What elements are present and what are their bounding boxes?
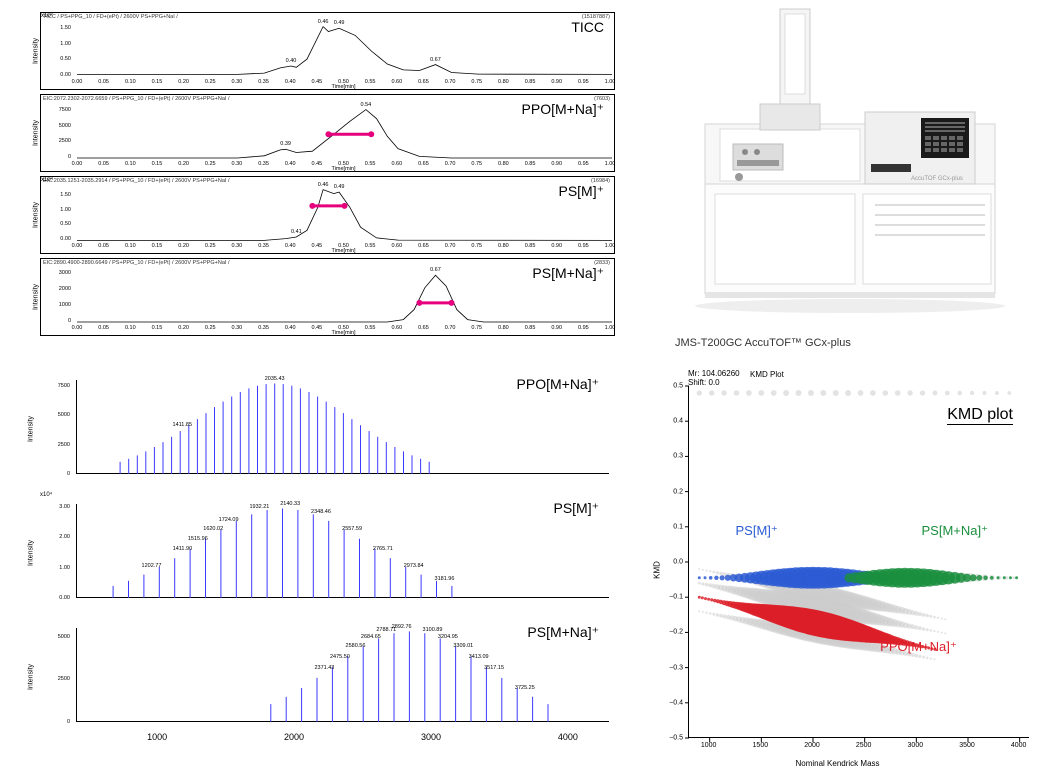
ms-plotarea: 2371.432475.502580.562684.652788.712892.…: [76, 628, 609, 722]
peak-label: 0.54: [361, 102, 372, 108]
chrom-header: TICC / PS+PPG_10 / FD+(ePt) / 2600V PS+P…: [43, 14, 178, 20]
ms-plotarea: 1411.852035.43: [76, 380, 609, 474]
chrom-ylabel: Intensity: [33, 284, 40, 310]
ms-peak-label: 2140.33: [280, 501, 300, 507]
kmd-mr-value: Mr: 104.06260: [688, 369, 740, 378]
chrom-xticks: 0.000.050.100.150.200.250.300.350.400.45…: [77, 159, 610, 171]
ms-ylabel: Intensity: [28, 540, 35, 566]
ms-peak-label: 2557.59: [342, 526, 362, 532]
ms-peak-label: 3204.95: [438, 634, 458, 640]
kmd-series-label: PS[M+Na]⁺: [922, 523, 988, 539]
peak-label: 0.67: [430, 267, 441, 273]
ms-peak-label: 2035.43: [265, 376, 285, 382]
ms-peak-label: 1202.77: [142, 563, 162, 569]
peak-label: 0.46: [318, 19, 329, 25]
chrom-ps-mna: EIC:2890.4900-2890.6649 / PS+PPG_10 / FD…: [40, 258, 615, 336]
ms-ps-mna: PS[M+Na]⁺Intensity2371.432475.502580.562…: [40, 618, 615, 736]
ms-peak-label: 2973.84: [404, 563, 424, 569]
instrument-panel: AccuTOF GCx-plus JMS-T200GC AccuTOF™ GCx…: [675, 4, 1025, 349]
ms-peak-label: 2371.43: [314, 665, 334, 671]
ms-peak-label: 2348.46: [311, 509, 331, 515]
ms-yticks: 0.001.002.003.00: [40, 504, 74, 598]
kmd-subtitle: KMD Plot: [750, 370, 784, 379]
ms-peak-label: 1932.21: [249, 504, 269, 510]
kmd-series-label: PPO[M+Na]⁺: [880, 639, 957, 655]
kmd-yticks: 0.50.40.30.20.10.0−0.1−0.2−0.3−0.4−0.5: [664, 386, 686, 738]
ms-yscale: x10⁴: [40, 492, 52, 498]
chrom-ylabel: Intensity: [33, 202, 40, 228]
ms-peak-label: 3181.96: [435, 576, 455, 582]
chrom-plotarea: 0.410.460.49: [77, 189, 610, 239]
ms-ppo-mna: PPO[M+Na]⁺Intensity1411.852035.430250050…: [40, 370, 615, 488]
ms-peak-label: 3413.09: [469, 654, 489, 660]
kmd-panel: Mr: 104.06260 Shift: 0.0 KMD Plot KMD pl…: [640, 370, 1035, 770]
peak-label: 0.46: [318, 182, 329, 188]
chrom-yticks: 0100020003000: [41, 271, 75, 321]
svg-text:AccuTOF GCx-plus: AccuTOF GCx-plus: [911, 176, 963, 182]
chrom-ps-m: EIC:2035.1251-2035.2914 / PS+PPG_10 / FD…: [40, 176, 615, 254]
ms-peak-label: 3517.15: [484, 665, 504, 671]
chrom-ylabel: Intensity: [33, 38, 40, 64]
ms-peak-label: 2475.50: [330, 654, 350, 660]
ms-peak-label: 1515.96: [188, 536, 208, 542]
kmd-series-label: PS[M]⁺: [736, 523, 778, 539]
peak-label: 0.67: [430, 57, 441, 63]
chrom-plotarea: 0.400.460.490.67: [77, 25, 610, 75]
mass-spectrum-stack: PPO[M+Na]⁺Intensity1411.852035.430250050…: [40, 370, 615, 742]
ms-peak-label: 2892.76: [392, 624, 412, 630]
chrom-yscale: x10⁷: [41, 13, 53, 19]
chrom-xticks: 0.000.050.100.150.200.250.300.350.400.45…: [77, 323, 610, 335]
chrom-xticks: 0.000.050.100.150.200.250.300.350.400.45…: [77, 241, 610, 253]
instrument-caption: JMS-T200GC AccuTOF™ GCx-plus: [675, 337, 851, 349]
ms-ylabel: Intensity: [28, 664, 35, 690]
ms-ylabel: Intensity: [28, 416, 35, 442]
chrom-ticc: TICC / PS+PPG_10 / FD+(ePt) / 2600V PS+P…: [40, 12, 615, 90]
peak-label: 0.41: [291, 229, 302, 235]
ms-yticks: 0250050007500: [40, 380, 74, 474]
chrom-yticks: 0.000.501.001.50: [41, 189, 75, 239]
kmd-mr-label: Mr: 104.06260 Shift: 0.0: [688, 370, 740, 388]
chrom-ppo-mna: EIC:2072.2302-2072.6659 / PS+PPG_10 / FD…: [40, 94, 615, 172]
chrom-xticks: 0.000.050.100.150.200.250.300.350.400.45…: [77, 77, 610, 89]
ms-peak-label: 2765.71: [373, 546, 393, 552]
ms-peak-label: 2580.56: [346, 643, 366, 649]
peak-label: 0.39: [280, 141, 291, 147]
kmd-xticks: 1000150020002500300035004000: [688, 740, 1029, 752]
ms-peak-label: 1411.90: [173, 546, 192, 552]
ms-peak-label: 1620.02: [203, 526, 223, 532]
chrom-header: EIC:2890.4900-2890.6649 / PS+PPG_10 / FD…: [43, 260, 230, 266]
chrom-ylabel: Intensity: [33, 120, 40, 146]
ms-peak-label: 3309.01: [453, 643, 473, 649]
chrom-yticks: 0.000.501.001.50: [41, 25, 75, 75]
peak-label: 0.40: [286, 58, 297, 64]
chrom-header: EIC:2072.2302-2072.6659 / PS+PPG_10 / FD…: [43, 96, 230, 102]
kmd-xlabel: Nominal Kendrick Mass: [795, 759, 879, 768]
peak-label: 0.49: [334, 184, 345, 190]
instrument-illustration: AccuTOF GCx-plus: [675, 4, 1025, 324]
peak-label: 0.49: [334, 20, 345, 26]
ms-peak-label: 2684.65: [361, 634, 381, 640]
chrom-plotarea: 0.390.54: [77, 107, 610, 157]
chrom-header: EIC:2035.1251-2035.2914 / PS+PPG_10 / FD…: [43, 178, 230, 184]
kmd-ylabel: KMD: [652, 561, 661, 579]
ms-yticks: 025005000: [40, 628, 74, 722]
ms-ps-m: PS[M]⁺Intensityx10⁴1202.771411.901515.96…: [40, 494, 615, 612]
ms-peak-label: 1724.09: [219, 517, 239, 523]
chrom-plotarea: 0.67: [77, 271, 610, 321]
ms-peak-label: 3100.89: [423, 627, 443, 633]
chrom-yticks: 0250050007500: [41, 107, 75, 157]
ms-peak-label: 3725.25: [515, 685, 535, 691]
ms-xaxis: 1000200030004000: [116, 732, 609, 746]
ms-peak-label: 1411.85: [173, 422, 192, 428]
ms-plotarea: 1202.77 1411.90 1515.96 1620.02 1724.09 1932.…: [76, 504, 609, 598]
chromatogram-stack: TICC / PS+PPG_10 / FD+(ePt) / 2600V PS+P…: [40, 12, 615, 340]
kmd-plot-area: PS[M]⁺ PS[M+Na]⁺ PPO[M+Na]⁺: [688, 386, 1029, 738]
chrom-yscale: x10⁴: [41, 177, 53, 183]
